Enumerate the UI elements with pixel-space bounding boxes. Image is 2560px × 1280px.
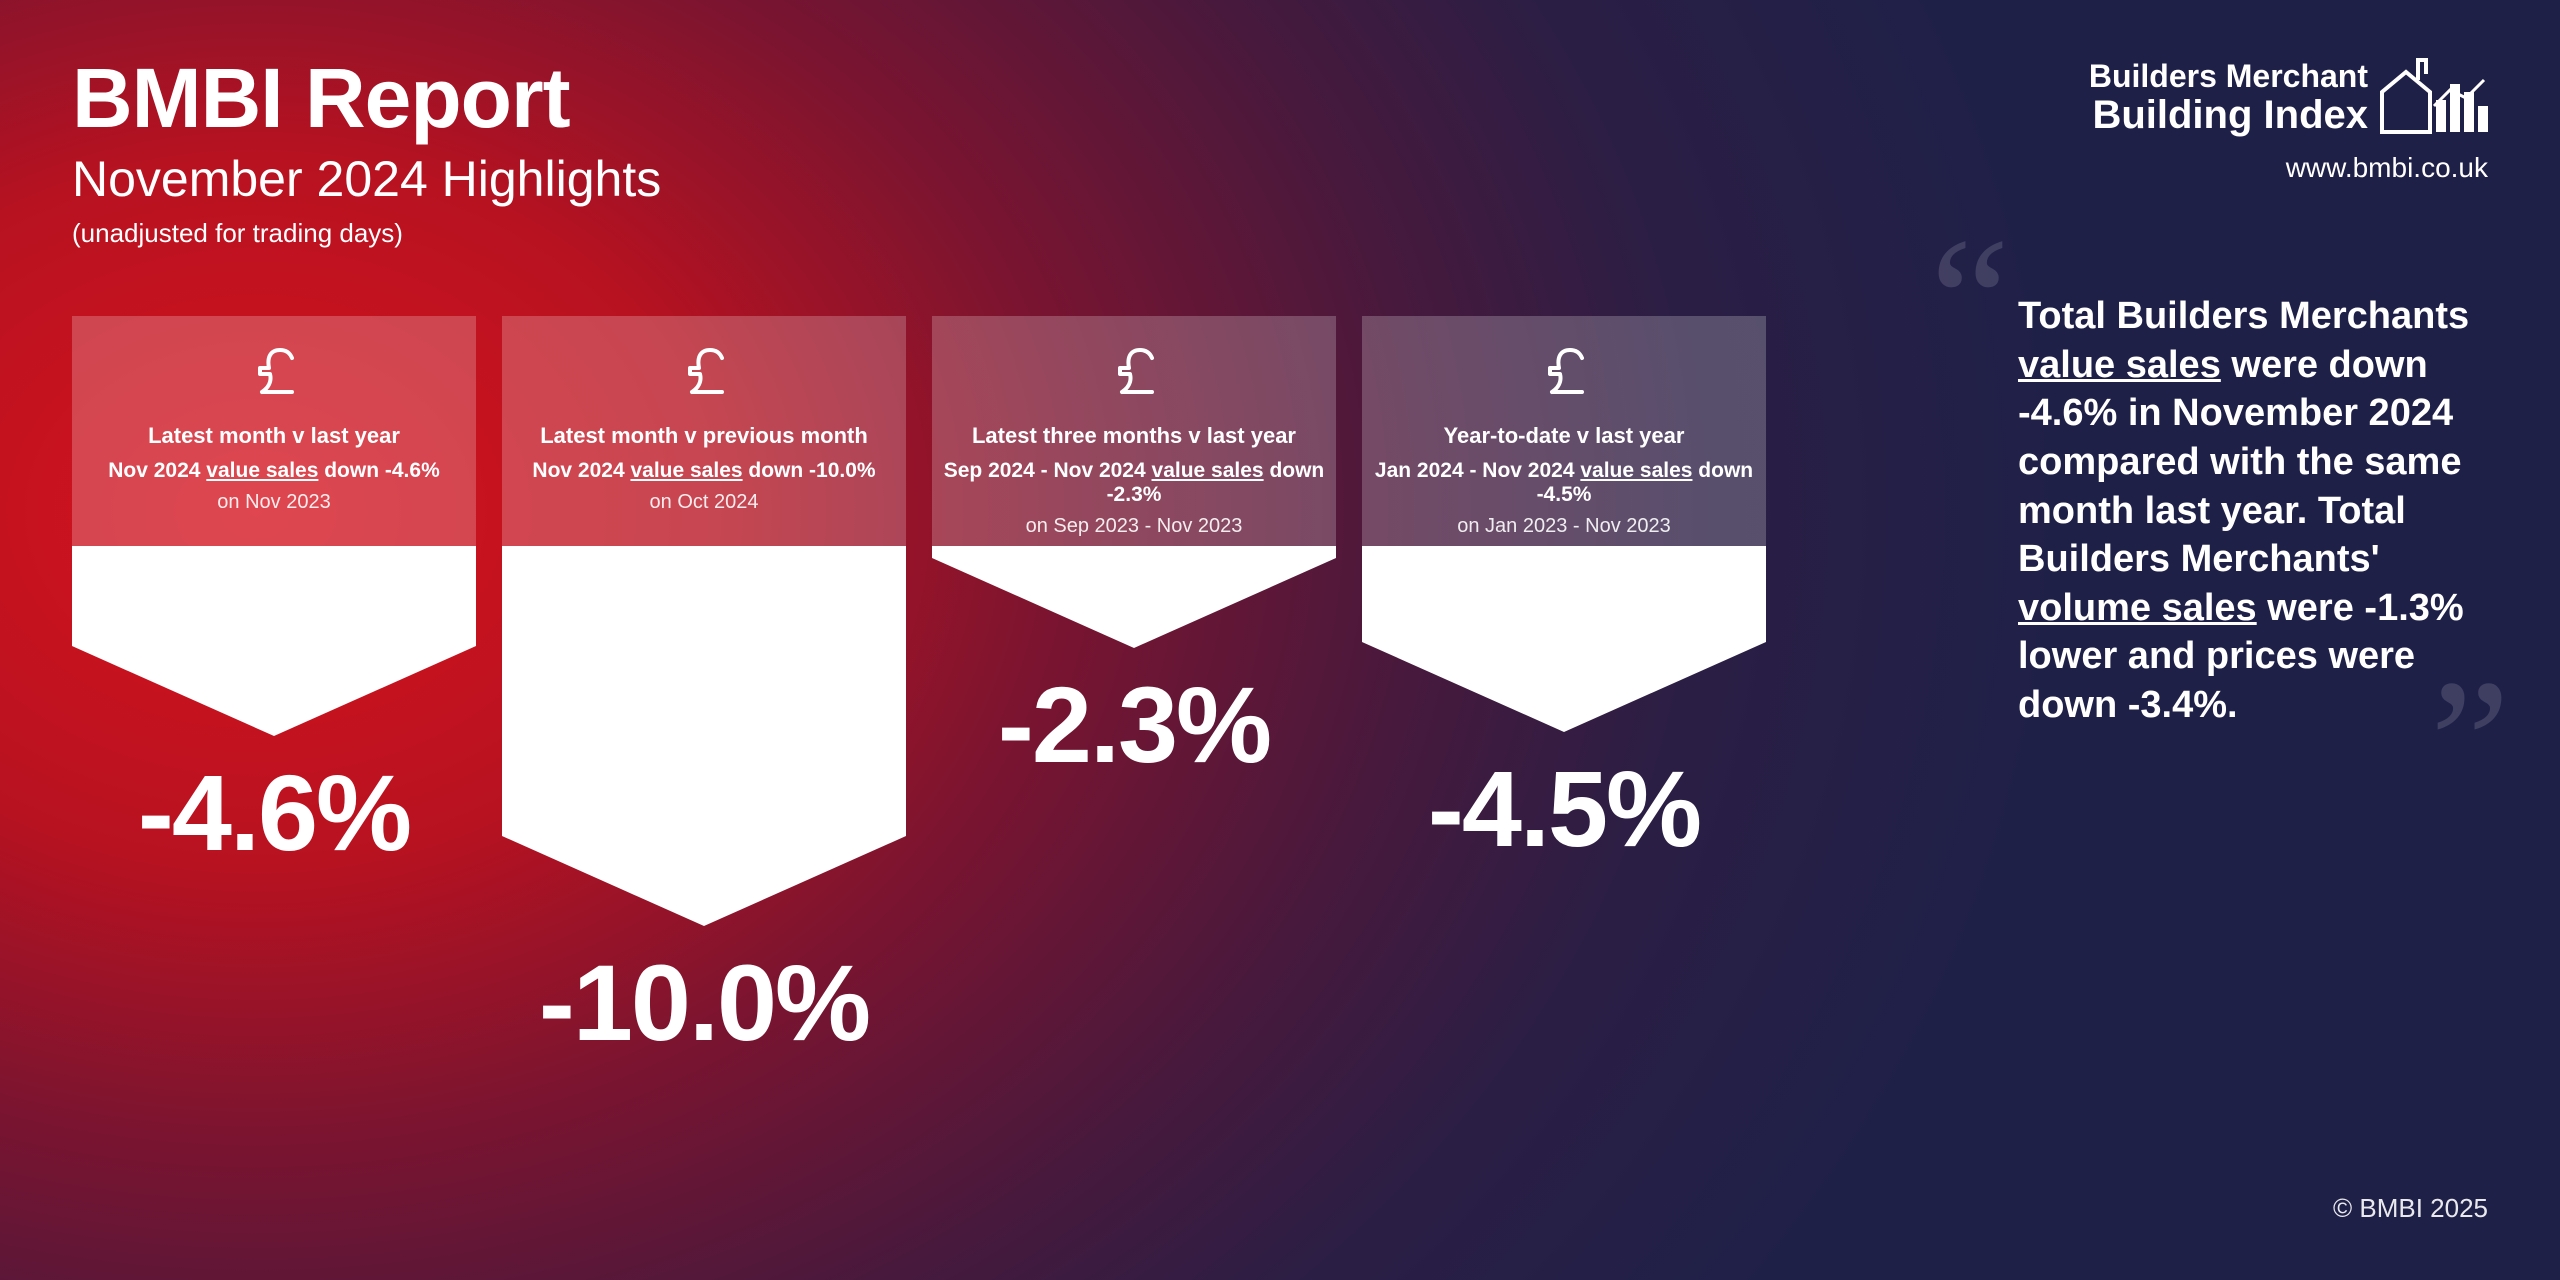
pound-icon [242,338,306,423]
header: BMBI Report November 2024 Highlights (un… [72,56,661,249]
card-compare: on Oct 2024 [650,491,759,514]
card-label: Year-to-date v last year [1444,423,1685,449]
card-label: Latest month v last year [148,423,400,449]
copyright: © BMBI 2025 [2333,1193,2488,1224]
metric-card: Year-to-date v last year Jan 2024 - Nov … [1362,316,1766,1065]
card-value: -2.3% [998,662,1270,787]
card-value: -10.0% [539,940,869,1065]
card-detail: Jan 2024 - Nov 2024 value sales down -4.… [1362,459,1766,507]
metric-card: Latest three months v last year Sep 2024… [932,316,1336,1065]
card-value: -4.6% [138,750,410,875]
card-detail: Nov 2024 value sales down -10.0% [532,459,875,483]
card-head: Latest three months v last year Sep 2024… [932,316,1336,546]
card-arrow: -4.5% [1362,546,1766,871]
card-head: Latest month v previous month Nov 2024 v… [502,316,906,546]
page-note: (unadjusted for trading days) [72,218,661,249]
close-quote-icon: ” [2430,698,2510,788]
logo-line2: Building Index [2089,94,2368,136]
card-compare: on Jan 2023 - Nov 2023 [1457,515,1671,538]
card-arrow: -2.3% [932,546,1336,787]
logo-line1: Builders Merchant [2089,60,2368,94]
metric-card: Latest month v last year Nov 2024 value … [72,316,476,1065]
quote-text: Total Builders Merchants value sales wer… [2018,292,2488,730]
pound-icon [672,338,736,423]
pound-icon [1102,338,1166,423]
page-subtitle: November 2024 Highlights [72,154,661,204]
card-head: Latest month v last year Nov 2024 value … [72,316,476,546]
card-detail: Sep 2024 - Nov 2024 value sales down -2.… [932,459,1336,507]
card-label: Latest month v previous month [540,423,868,449]
card-value: -4.5% [1428,746,1700,871]
card-head: Year-to-date v last year Jan 2024 - Nov … [1362,316,1766,546]
cards-row: Latest month v last year Nov 2024 value … [72,316,1766,1065]
logo-lockup: Builders Merchant Building Index [2089,50,2488,136]
card-detail: Nov 2024 value sales down -4.6% [108,459,440,483]
house-bars-icon [2378,50,2488,136]
pound-icon [1532,338,1596,423]
card-compare: on Sep 2023 - Nov 2023 [1026,515,1243,538]
logo-url: www.bmbi.co.uk [2089,152,2488,184]
card-arrow: -10.0% [502,546,906,1065]
page-title: BMBI Report [72,56,661,140]
quote-panel: “ Total Builders Merchants value sales w… [2018,292,2488,730]
logo: Builders Merchant Building Index www.bmb… [2089,50,2488,184]
metric-card: Latest month v previous month Nov 2024 v… [502,316,906,1065]
card-arrow: -4.6% [72,546,476,875]
open-quote-icon: “ [1930,256,2010,346]
card-label: Latest three months v last year [972,423,1296,449]
card-compare: on Nov 2023 [217,491,330,514]
